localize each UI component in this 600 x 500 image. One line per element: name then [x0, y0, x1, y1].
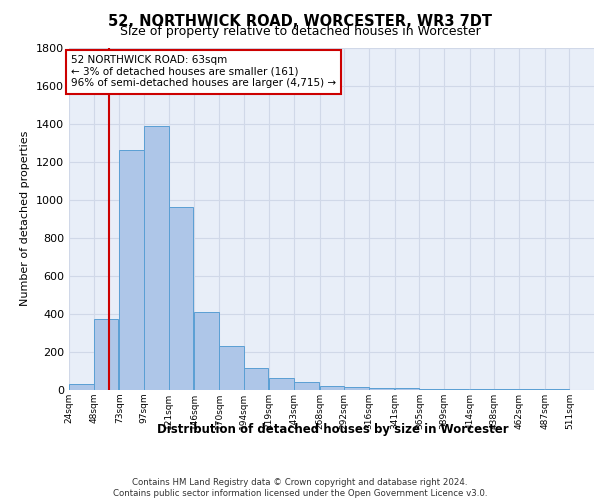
Text: Distribution of detached houses by size in Worcester: Distribution of detached houses by size …: [157, 422, 509, 436]
Bar: [395, 388, 419, 390]
Bar: [344, 387, 369, 390]
Bar: [119, 150, 144, 390]
Bar: [470, 389, 494, 390]
Bar: [369, 388, 394, 390]
Y-axis label: Number of detached properties: Number of detached properties: [20, 131, 31, 306]
Text: Size of property relative to detached houses in Worcester: Size of property relative to detached ho…: [119, 25, 481, 38]
Text: Contains HM Land Registry data © Crown copyright and database right 2024.
Contai: Contains HM Land Registry data © Crown c…: [113, 478, 487, 498]
Bar: [444, 389, 469, 390]
Bar: [69, 384, 94, 390]
Text: 52, NORTHWICK ROAD, WORCESTER, WR3 7DT: 52, NORTHWICK ROAD, WORCESTER, WR3 7DT: [108, 14, 492, 29]
Bar: [320, 386, 344, 390]
Bar: [144, 126, 169, 390]
Bar: [294, 382, 319, 390]
Text: 52 NORTHWICK ROAD: 63sqm
← 3% of detached houses are smaller (161)
96% of semi-d: 52 NORTHWICK ROAD: 63sqm ← 3% of detache…: [71, 55, 336, 88]
Bar: [269, 378, 294, 390]
Bar: [94, 318, 118, 390]
Bar: [194, 312, 219, 390]
Bar: [169, 208, 193, 390]
Bar: [219, 346, 244, 390]
Bar: [419, 389, 444, 390]
Bar: [244, 368, 268, 390]
